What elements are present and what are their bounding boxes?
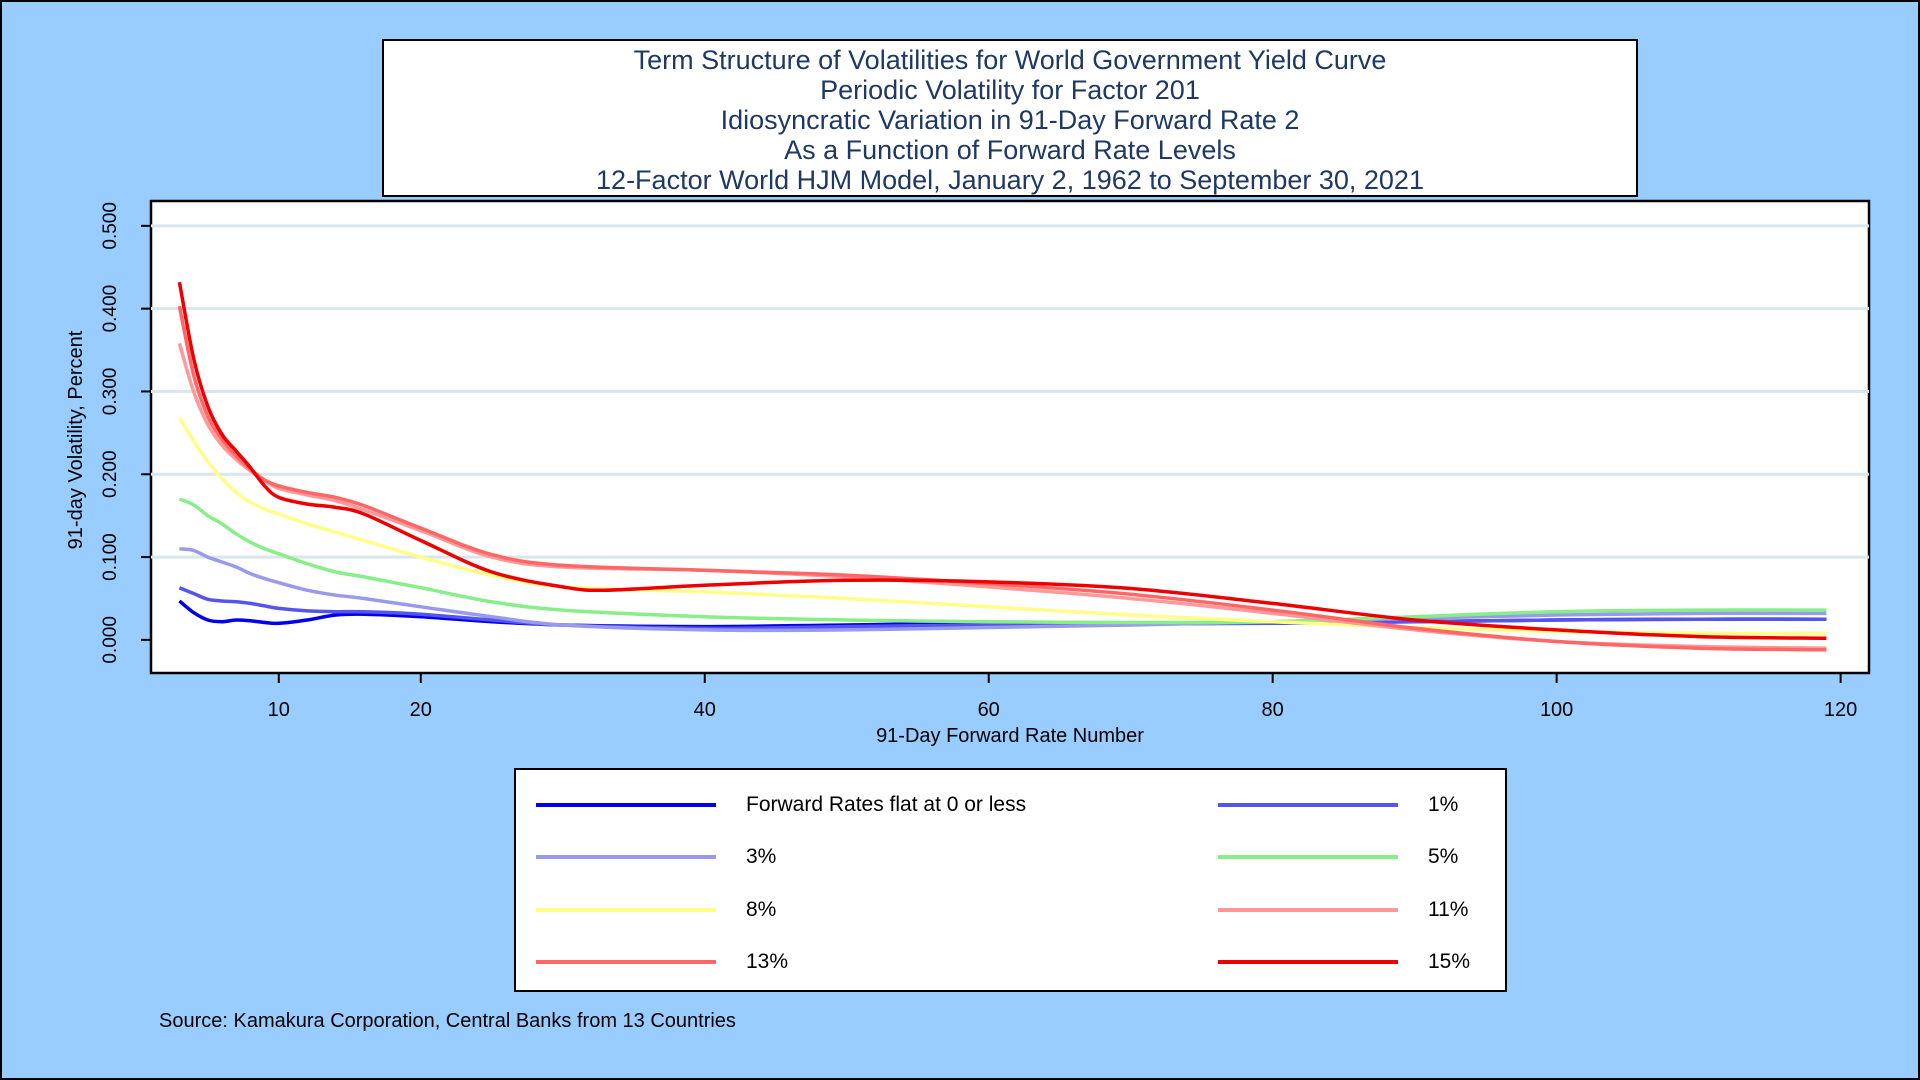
legend-label: Forward Rates flat at 0 or less	[746, 793, 1027, 816]
y-axis: 0.000 0.100 0.200 0.300 0.400 0.500	[100, 202, 151, 664]
y-tick-label: 0.000	[100, 616, 121, 664]
y-tick-label: 0.300	[100, 368, 121, 416]
x-tick-label: 100	[1540, 699, 1573, 721]
legend-item: 13%	[536, 947, 788, 977]
y-tick-label: 0.400	[100, 285, 121, 333]
legend-swatch	[536, 908, 716, 912]
chart-title-box: Term Structure of Volatilities for World…	[382, 39, 1638, 197]
series-line	[178, 497, 1827, 625]
legend-swatch	[1218, 803, 1398, 807]
legend-swatch	[536, 960, 716, 964]
x-tick-label: 10	[268, 699, 290, 721]
legend-item: 11%	[1218, 895, 1468, 925]
chart-title-line: As a Function of Forward Rate Levels	[784, 135, 1236, 165]
legend-item: 8%	[536, 895, 776, 925]
source-note: Source: Kamakura Corporation, Central Ba…	[159, 1010, 736, 1032]
legend-swatch	[536, 803, 716, 807]
legend-label: 15%	[1428, 950, 1471, 973]
legend-label: 11%	[1428, 898, 1469, 921]
x-axis: 10 20 40 60 80 100 120	[268, 673, 1857, 721]
chart-title-line: Periodic Volatility for Factor 201	[820, 75, 1200, 105]
chart-title-line: 12-Factor World HJM Model, January 2, 19…	[596, 165, 1424, 195]
legend: Forward Rates flat at 0 or less 1% 3% 5% 8% 1…	[514, 768, 1507, 992]
legend-swatch	[1218, 908, 1398, 912]
legend-label: 5%	[1428, 845, 1459, 868]
legend-swatch	[1218, 960, 1398, 964]
series-line	[177, 281, 1827, 640]
legend-item: 15%	[1218, 947, 1470, 977]
legend-swatch	[1218, 855, 1398, 859]
legend-label: 3%	[746, 845, 777, 868]
x-tick-label: 20	[410, 699, 432, 721]
gridlines	[151, 224, 1869, 559]
legend-item: 3%	[536, 842, 776, 872]
legend-label: 13%	[746, 950, 789, 973]
x-axis-label: 91-Day Forward Rate Number	[876, 725, 1144, 747]
plot-area	[149, 199, 1871, 675]
legend-label: 8%	[746, 898, 777, 921]
x-tick-label: 40	[694, 699, 716, 721]
series-lines	[177, 281, 1827, 652]
y-tick-label: 0.100	[100, 533, 121, 581]
legend-item: 1%	[1218, 790, 1458, 820]
y-tick-label: 0.500	[100, 202, 121, 250]
legend-label: 1%	[1428, 793, 1459, 816]
legend-swatch	[536, 855, 716, 859]
legend-item: 5%	[1218, 842, 1458, 872]
y-axis-label: 91-day Volatility, Percent	[65, 330, 87, 549]
series-line	[177, 305, 1827, 652]
x-tick-label: 60	[978, 699, 1000, 721]
legend-item: Forward Rates flat at 0 or less	[536, 790, 1026, 820]
chart-title-line: Term Structure of Volatilities for World…	[633, 45, 1387, 75]
x-tick-label: 120	[1824, 699, 1857, 721]
y-tick-label: 0.200	[100, 450, 121, 498]
x-tick-label: 80	[1262, 699, 1284, 721]
chart-title-line: Idiosyncratic Variation in 91-Day Forwar…	[720, 105, 1300, 135]
